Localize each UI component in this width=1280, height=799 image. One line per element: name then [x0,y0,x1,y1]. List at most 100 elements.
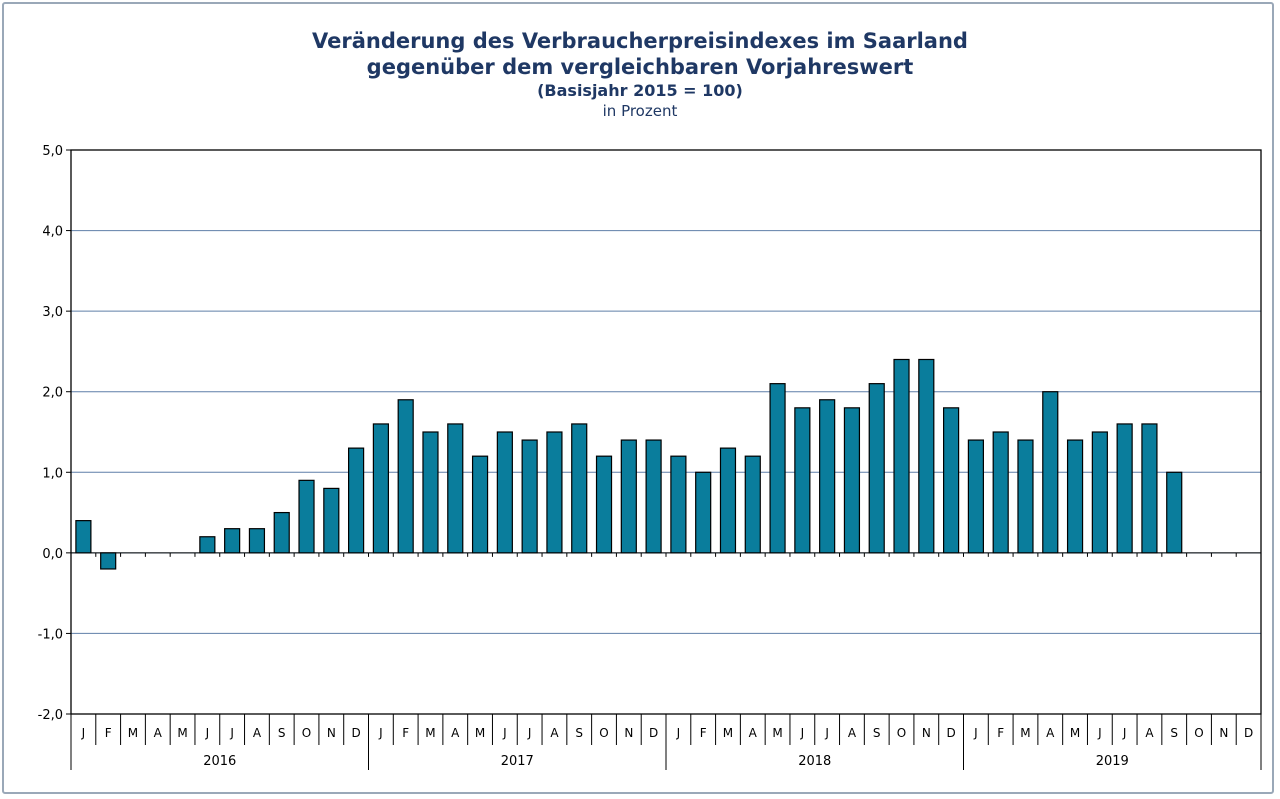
y-tick-label: 5,0 [42,144,63,159]
bar [843,407,861,554]
month-label: J [824,726,829,740]
bar [992,431,1009,554]
bar [298,479,315,554]
chart-unit-label: in Prozent [602,102,678,120]
month-label: O [1194,726,1203,740]
year-label: 2016 [203,754,236,769]
bar [769,383,786,554]
month-label: N [1219,726,1228,740]
year-label: 2019 [1096,754,1129,769]
month-label: J [527,726,532,740]
bar [695,471,712,554]
month-label: J [1122,726,1127,740]
month-label: A [253,726,262,740]
bar [224,528,241,554]
bar [323,487,340,554]
month-label: D [946,726,955,740]
month-label: A [1145,726,1154,740]
bar [794,407,811,554]
bar [918,358,935,554]
bar [967,439,984,554]
month-label: N [922,726,931,740]
y-tick-label: 4,0 [42,225,63,240]
month-label: M [1020,726,1030,740]
y-tick-label: 1,0 [42,466,63,481]
month-label: J [800,726,805,740]
month-label: S [1170,726,1178,740]
month-label: J [378,726,383,740]
month-label: A [154,726,163,740]
bar [1166,471,1183,554]
month-label: J [676,726,681,740]
month-label: D [1244,726,1253,740]
bar [397,399,414,554]
month-label: D [351,726,360,740]
bar [447,423,464,554]
month-label: J [502,726,507,740]
chart-base-year: (Basisjahr 2015 = 100) [537,81,743,100]
bar [819,399,836,554]
bar [719,447,737,554]
bar [943,407,960,554]
month-label: M [425,726,435,740]
bar [1042,391,1059,554]
chart-titles: Veränderung des Verbraucherpreisindexes … [0,28,1280,121]
month-label: J [205,726,210,740]
y-tick-label: 3,0 [42,305,63,320]
month-label: F [105,726,112,740]
bar [620,439,637,554]
bar [372,423,389,554]
month-label: M [723,726,733,740]
month-label: S [873,726,881,740]
month-label: S [278,726,286,740]
month-label: M [128,726,138,740]
month-label: O [897,726,906,740]
month-label: F [997,726,1004,740]
bar [893,358,910,554]
bar [1066,439,1084,554]
month-label: J [1097,726,1102,740]
month-label: O [599,726,608,740]
bar [422,431,439,554]
month-label: M [772,726,782,740]
bar [546,431,563,554]
bar [496,431,513,554]
month-label: A [749,726,758,740]
bar [868,383,885,554]
bar [75,520,92,554]
y-tick-label: -1,0 [38,627,63,642]
bar [744,455,761,554]
bar [670,455,687,554]
bar [1091,431,1108,554]
month-label: A [1046,726,1055,740]
month-label: N [327,726,336,740]
plot-area-border [70,149,1262,715]
chart-title: Veränderung des Verbraucherpreisindexes … [312,29,968,53]
bar [521,439,538,554]
bar [273,511,290,554]
bar [595,455,613,554]
bar [1116,423,1133,554]
bar [1017,439,1034,554]
month-label: A [451,726,460,740]
month-label: S [575,726,583,740]
month-label: M [475,726,485,740]
month-label: A [848,726,857,740]
month-label: A [550,726,559,740]
year-label: 2017 [501,754,534,769]
month-label: J [81,726,86,740]
y-tick-label: -2,0 [38,708,63,723]
bar [1141,423,1158,554]
bar [471,455,489,554]
month-label: F [700,726,707,740]
bar [348,447,365,554]
month-label: J [229,726,234,740]
month-label: M [1070,726,1080,740]
month-label: O [302,726,311,740]
y-tick-label: 2,0 [42,386,63,401]
bar [571,423,588,554]
month-label: N [624,726,633,740]
bar [199,536,216,554]
